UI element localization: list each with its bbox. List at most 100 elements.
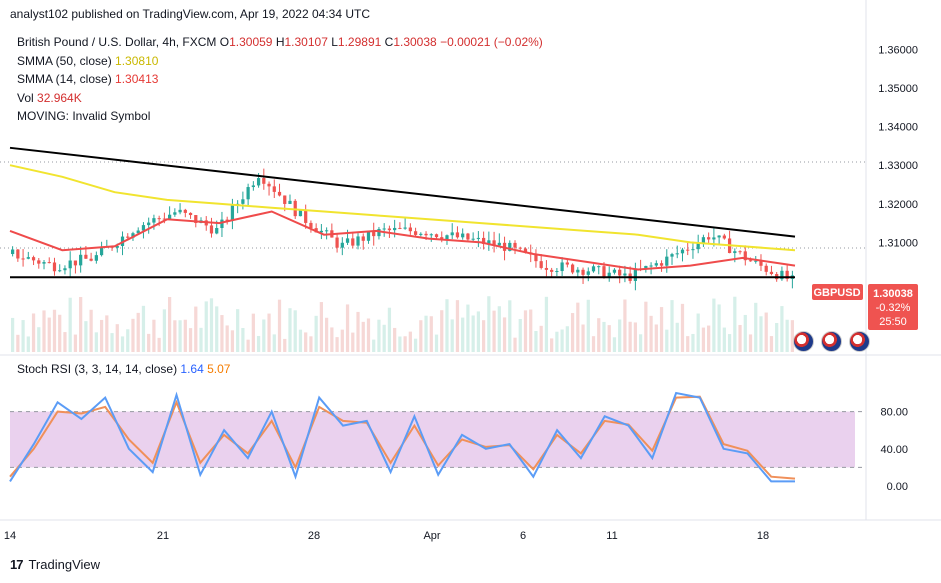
volume-bar (487, 296, 491, 352)
candle (764, 265, 768, 272)
volume-bar (183, 319, 187, 352)
candle (267, 183, 271, 187)
candle (37, 260, 41, 264)
volume-bar (429, 316, 433, 352)
candle (241, 199, 245, 204)
volume-bar (37, 327, 41, 352)
smma50-row[interactable]: SMMA (50, close) 1.30810 (17, 52, 543, 71)
candle (555, 271, 559, 273)
candle (701, 237, 706, 243)
volume-bar (188, 328, 193, 352)
candle (597, 266, 601, 268)
candle (539, 261, 543, 268)
smma14-value: 1.30413 (115, 72, 159, 86)
stoch-tick-label: 0.00 (887, 481, 908, 493)
candle (58, 270, 62, 272)
change-value: −0.00021 (−0.02%) (440, 35, 543, 49)
volume-bar (73, 334, 78, 352)
time-tick-label: 11 (606, 530, 617, 542)
volume-bar (372, 339, 376, 352)
volume-bar (455, 300, 460, 352)
candle (73, 260, 78, 266)
volume-bar (780, 306, 784, 352)
candle (633, 268, 637, 281)
volume-bar (466, 304, 470, 352)
candle (251, 185, 255, 188)
volume-bar (471, 315, 475, 352)
candle (665, 256, 669, 266)
volume-bar (340, 329, 344, 352)
volume-bar (555, 331, 559, 352)
volume-bar (105, 315, 109, 352)
last-price-text: 1.30038 (873, 288, 913, 300)
volume-bar (309, 336, 313, 352)
candle (523, 248, 528, 253)
candle (570, 264, 575, 273)
volume-bar (126, 329, 130, 352)
smma14-row[interactable]: SMMA (14, close) 1.30413 (17, 70, 543, 89)
volume-bar (497, 306, 501, 352)
candle (230, 205, 235, 221)
news-flag-icon (849, 331, 870, 352)
candle (654, 263, 658, 266)
candle (492, 240, 496, 246)
volume-bar (393, 327, 397, 352)
volume-bar (654, 324, 658, 352)
volume-bar (539, 325, 543, 352)
candle (450, 232, 454, 236)
volume-bar (764, 312, 768, 352)
candle (455, 232, 460, 238)
candle (141, 225, 146, 231)
candle (476, 237, 480, 239)
volume-bar (79, 296, 83, 352)
stoch-axis: 80.00 40.00 0.00 (880, 407, 908, 493)
candle (152, 218, 156, 223)
volume-bar (398, 336, 402, 352)
volume-bar (707, 325, 711, 352)
volume-bar (649, 315, 653, 352)
high-value: 1.30107 (284, 35, 328, 49)
candle (178, 209, 182, 213)
volume-bar (597, 318, 601, 352)
stoch-legend[interactable]: Stoch RSI (3, 3, 14, 14, close) 1.64 5.0… (17, 362, 230, 376)
candle (544, 267, 549, 270)
candle (377, 228, 381, 237)
candle (466, 233, 470, 240)
volume-bar (304, 332, 308, 352)
ohlc-row[interactable]: British Pound / U.S. Dollar, 4h, FXCM O1… (17, 33, 543, 52)
candle (283, 195, 287, 204)
moving-row[interactable]: MOVING: Invalid Symbol (17, 107, 543, 126)
candle (262, 178, 266, 184)
volume-bar (502, 317, 507, 352)
volume-row[interactable]: Vol 32.964K (17, 89, 543, 108)
volume-bar (769, 336, 774, 352)
volume-bar (89, 309, 93, 352)
volume-bar (508, 300, 512, 352)
candle (147, 222, 151, 226)
volume-bar (513, 337, 517, 352)
candle (366, 230, 371, 241)
candle (345, 238, 350, 243)
volume-bar (712, 298, 716, 352)
volume-bar (675, 322, 679, 352)
candle (696, 242, 700, 250)
volume-bar (256, 335, 261, 352)
volume-bar (586, 299, 590, 352)
candle (277, 191, 282, 196)
volume-bar (691, 333, 695, 352)
candle (675, 253, 679, 255)
smma14-label: SMMA (14, close) (17, 72, 112, 86)
volume-bar (131, 318, 135, 352)
volume-bar (147, 333, 151, 352)
volume-bar (518, 318, 522, 352)
volume-bar (42, 310, 46, 352)
candle (445, 235, 449, 240)
volume-bar (236, 309, 240, 352)
volume-bar (199, 327, 203, 352)
candle (743, 251, 747, 261)
price-badge: GBPUSD 1.30038 -0.32% 25:50 (812, 284, 918, 330)
footer[interactable]: 17 TradingView (10, 557, 100, 572)
volume-bar (173, 320, 177, 352)
